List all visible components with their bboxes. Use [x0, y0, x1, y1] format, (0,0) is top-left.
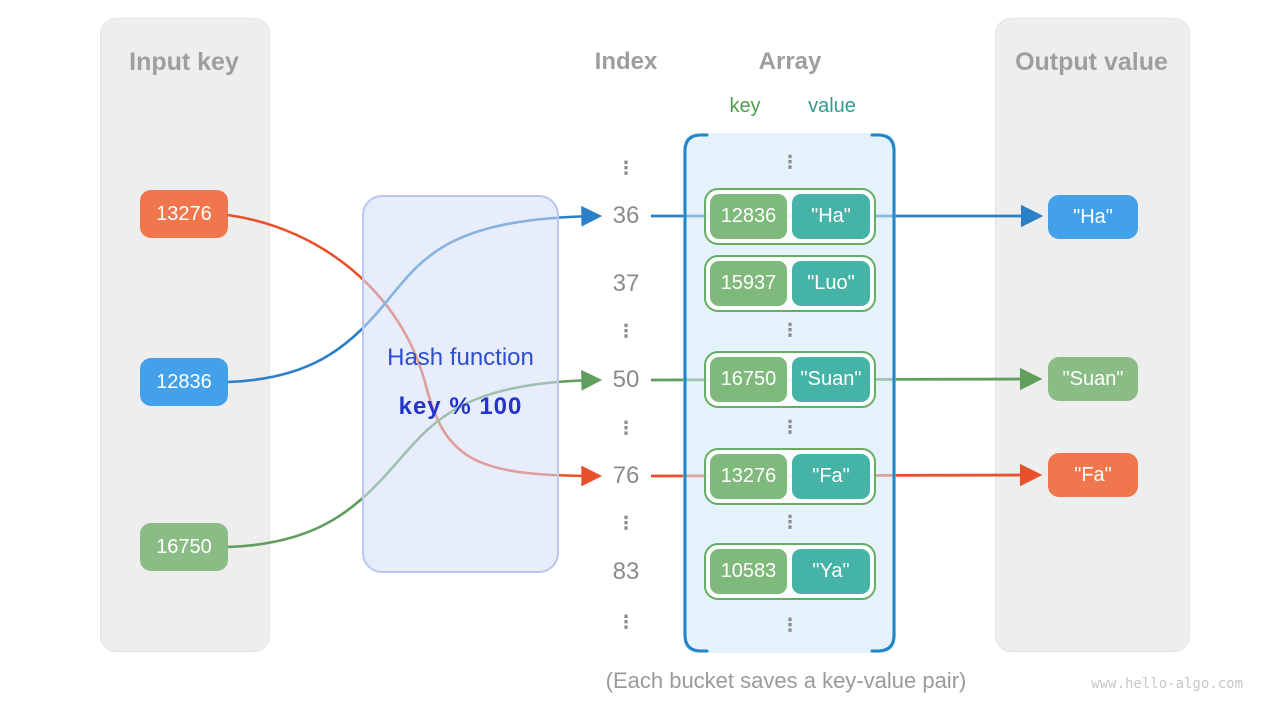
array-bracket-border: [683, 133, 896, 653]
bucket-value: "Suan": [792, 357, 870, 402]
input-key-12836: 12836: [140, 358, 228, 406]
bucket-key: 12836: [710, 194, 787, 239]
array-ellipsis: ⋮: [781, 512, 799, 532]
array-left-bracket: [683, 133, 709, 653]
index-ellipsis: ⋮: [617, 321, 635, 341]
bucket-key: 15937: [710, 261, 787, 306]
input-panel-title: Input key: [129, 48, 239, 76]
index-50: 50: [612, 366, 640, 393]
index-36: 36: [612, 202, 640, 229]
output-panel-title: Output value: [1015, 48, 1168, 76]
bucket-key: 13276: [710, 454, 787, 499]
watermark: www.hello-algo.com: [1091, 676, 1243, 692]
bucket-key: 10583: [710, 549, 787, 594]
array-ellipsis: ⋮: [781, 417, 799, 437]
output-value-suan: "Suan": [1048, 357, 1138, 401]
diagram-caption: (Each bucket saves a key-value pair): [605, 668, 967, 693]
index-76: 76: [612, 462, 640, 489]
bucket-pair: 15937 "Luo": [704, 255, 876, 312]
bucket-pair: 16750 "Suan": [704, 351, 876, 408]
bucket-value: "Fa": [792, 454, 870, 499]
output-value-panel: [995, 18, 1190, 652]
bucket-pair: 10583 "Ya": [704, 543, 876, 600]
array-ellipsis: ⋮: [781, 615, 799, 635]
hash-function-title: Hash function: [387, 344, 534, 371]
bucket-value: "Luo": [792, 261, 870, 306]
bucket-value: "Ha": [792, 194, 870, 239]
index-37: 37: [612, 270, 640, 297]
value-column-label: value: [808, 95, 856, 117]
input-key-13276: 13276: [140, 190, 228, 238]
key-column-label: key: [729, 95, 761, 117]
bucket-key: 16750: [710, 357, 787, 402]
output-value-ha: "Ha": [1048, 195, 1138, 239]
output-value-fa: "Fa": [1048, 453, 1138, 497]
hash-function-formula: key % 100: [398, 393, 523, 420]
hash-function-box: [362, 195, 559, 573]
bucket-value: "Ya": [792, 549, 870, 594]
bucket-pair: 13276 "Fa": [704, 448, 876, 505]
index-83: 83: [612, 558, 640, 585]
index-ellipsis: ⋮: [617, 513, 635, 533]
index-ellipsis: ⋮: [617, 612, 635, 632]
array-ellipsis: ⋮: [781, 152, 799, 172]
index-ellipsis: ⋮: [617, 158, 635, 178]
array-right-bracket: [870, 133, 896, 653]
array-header: Array: [758, 48, 822, 75]
index-ellipsis: ⋮: [617, 418, 635, 438]
bucket-pair: 12836 "Ha": [704, 188, 876, 245]
input-key-16750: 16750: [140, 523, 228, 571]
array-ellipsis: ⋮: [781, 320, 799, 340]
index-header: Index: [594, 48, 658, 75]
